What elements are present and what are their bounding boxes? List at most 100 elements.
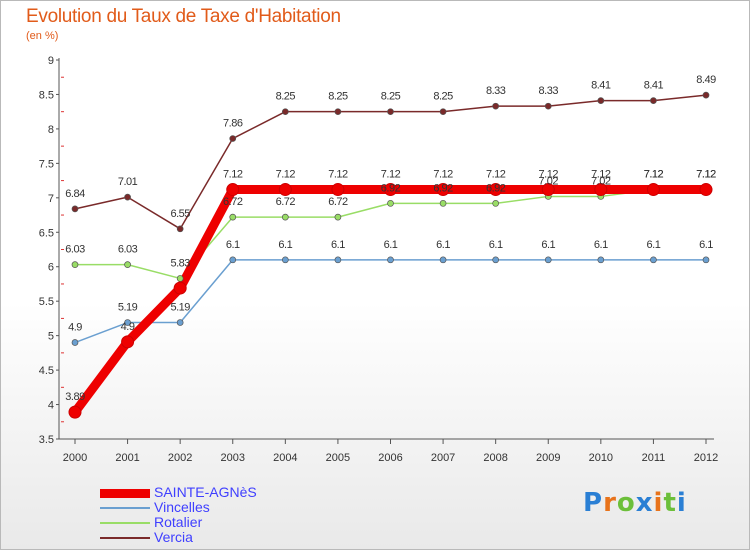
data-point [439,108,447,116]
y-tick-label: 4.5 [39,365,54,377]
data-point [646,183,660,197]
data-label: 5.83 [170,257,190,269]
data-point [334,213,342,221]
x-tick-label: 2010 [589,452,613,464]
y-tick-label: 5 [48,331,54,343]
legend-item: Vercia [100,529,320,546]
data-point [176,225,184,233]
data-point [384,183,397,197]
y-tick-label: 9 [48,55,54,67]
x-tick-label: 2006 [378,452,402,464]
y-tick-label: 4 [48,400,54,412]
logo-letter: t [663,488,677,518]
data-label: 6.92 [433,182,453,194]
data-point [439,256,447,264]
data-label: 7.12 [276,169,296,181]
data-label: 8.33 [486,85,506,97]
x-tick-label: 2012 [694,452,718,464]
data-point [124,193,131,201]
y-tick-label: 5.5 [39,296,54,308]
data-label: 6.1 [226,239,240,251]
data-point [702,256,710,264]
data-label: 7.12 [644,169,664,181]
data-label: 6.1 [331,239,345,251]
data-label: 6.92 [486,182,506,194]
data-point [492,102,500,110]
data-label: 6.72 [328,196,348,208]
data-label: 8.41 [591,80,611,92]
data-label: 7.12 [696,169,716,181]
data-label: 4.9 [68,322,82,334]
data-point [541,183,555,197]
x-tick-label: 2002 [168,452,192,464]
logo-letter: x [635,488,654,518]
x-tick-label: 2001 [115,452,139,464]
data-label: 7.12 [328,169,348,181]
legend-item: Rotalier [100,514,320,531]
data-label: 6.92 [381,182,401,194]
data-label: 4.9 [121,321,135,333]
data-label: 6.84 [65,188,85,200]
data-label: 8.25 [433,91,453,103]
data-label: 6.03 [118,244,138,256]
proxiti-logo: Proxiti [583,488,687,518]
logo-letter: i [653,488,664,518]
y-axis-unit-label: (en %) [26,30,59,42]
logo-letter: o [616,488,636,518]
data-point [492,256,500,264]
legend-item: Vincelles [100,499,320,516]
x-tick-label: 2005 [326,452,350,464]
logo-letter: P [583,488,604,518]
legend-label: Vercia [154,529,193,545]
x-tick-label: 2007 [431,452,455,464]
data-label: 6.1 [647,239,661,251]
data-label: 6.72 [276,196,296,208]
data-label: 7.12 [644,169,664,181]
data-point [650,256,657,264]
legend-swatch [100,537,150,539]
data-label: 6.1 [436,239,450,251]
data-point [597,97,605,105]
data-label: 8.49 [696,74,716,86]
logo-letter: i [676,488,687,518]
y-tick-label: 6 [48,262,54,274]
data-point [229,256,237,264]
data-label: 7.02 [539,175,559,187]
y-tick-label: 7 [48,193,54,205]
data-point [226,183,240,197]
data-point [334,108,342,116]
data-label: 7.02 [591,175,611,187]
data-point [702,91,710,99]
data-point [281,256,289,264]
data-label: 8.25 [328,91,348,103]
y-tick-label: 6.5 [39,227,54,239]
data-point [71,339,79,346]
data-point [489,183,503,197]
data-label: 7.12 [696,169,716,181]
data-point [544,256,552,264]
x-tick-label: 2000 [63,452,87,464]
data-label: 6.1 [594,239,608,251]
data-label: 7.12 [591,169,611,181]
x-tick-label: 2008 [483,452,507,464]
data-point [124,261,131,269]
legend-item: SAINTE-AGNèS [100,484,320,501]
data-point [173,281,187,295]
data-point [331,183,345,197]
y-tick-label: 3.5 [39,434,54,446]
legend-label: Vincelles [154,499,210,515]
data-label: 7.12 [486,169,506,181]
y-tick-label: 7.5 [39,158,54,170]
data-point [387,199,394,207]
data-label: 8.41 [644,80,664,92]
data-label: 5.19 [118,302,138,314]
data-point [281,108,289,116]
data-label: 6.1 [489,239,503,251]
x-tick-label: 2003 [221,452,245,464]
data-label: 6.55 [170,208,190,220]
data-label: 7.12 [381,169,401,181]
legend-swatch [100,507,150,509]
legend-label: SAINTE-AGNèS [154,484,257,500]
data-point [68,405,82,419]
